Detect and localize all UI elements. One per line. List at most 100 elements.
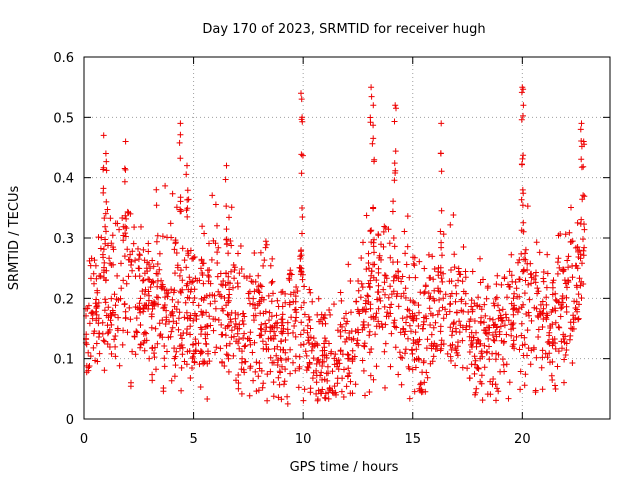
data-point (489, 332, 496, 338)
data-point (245, 290, 252, 297)
data-point (264, 397, 271, 404)
data-point (487, 391, 494, 398)
data-point (310, 355, 317, 362)
data-point (494, 385, 500, 392)
data-point (306, 340, 312, 346)
data-point (399, 355, 406, 361)
data-point (282, 366, 289, 373)
data-point (468, 329, 475, 336)
data-point (92, 357, 99, 364)
data-point (331, 355, 338, 362)
data-point (140, 277, 147, 283)
data-point (284, 400, 291, 407)
data-point (104, 322, 111, 329)
data-point (299, 205, 305, 211)
data-point (365, 250, 372, 257)
data-point (184, 348, 191, 355)
data-point (437, 323, 444, 330)
data-point (572, 244, 579, 251)
data-point (424, 374, 431, 381)
data-point (381, 272, 388, 279)
data-point (528, 347, 535, 354)
data-point (85, 349, 92, 356)
data-point (94, 287, 101, 294)
data-point (422, 288, 428, 295)
data-point (162, 294, 169, 301)
data-point (518, 320, 525, 327)
data-point (150, 263, 157, 270)
data-point (474, 336, 481, 343)
data-point (438, 275, 445, 282)
data-point (116, 226, 123, 233)
data-point (258, 321, 265, 328)
data-point (179, 245, 186, 252)
data-point (452, 362, 459, 369)
data-point (93, 340, 100, 347)
data-point (173, 250, 180, 256)
data-point (154, 261, 161, 267)
data-point (543, 301, 550, 308)
data-point (184, 294, 191, 301)
data-point (257, 310, 264, 317)
data-point (522, 246, 529, 253)
data-point (90, 270, 97, 277)
data-point (100, 164, 107, 171)
data-point (225, 250, 232, 257)
data-point (370, 376, 377, 383)
data-point (305, 337, 311, 344)
data-point (509, 321, 516, 328)
data-point (439, 304, 446, 311)
data-point (438, 341, 445, 348)
data-point (464, 365, 471, 372)
data-point (370, 313, 377, 320)
data-point (184, 196, 191, 203)
data-point (462, 268, 469, 275)
data-point (173, 348, 180, 355)
data-point (371, 249, 377, 256)
data-point (87, 353, 94, 360)
data-point (568, 204, 574, 211)
data-point (431, 340, 438, 347)
data-point (484, 283, 491, 290)
data-point (415, 323, 422, 329)
data-point (197, 384, 204, 390)
data-point (122, 230, 129, 237)
data-point (301, 283, 308, 290)
data-point (107, 310, 114, 317)
data-point (578, 295, 585, 301)
data-point (280, 328, 287, 335)
data-point (343, 310, 349, 317)
data-point (367, 277, 374, 284)
data-point (112, 343, 119, 350)
data-point (134, 304, 141, 311)
data-point (386, 304, 393, 311)
data-point (294, 288, 301, 294)
data-point (290, 298, 297, 305)
data-point (530, 346, 537, 353)
data-point (260, 345, 267, 352)
data-point (434, 346, 441, 352)
data-point (97, 245, 104, 252)
data-point (276, 368, 283, 375)
data-point (187, 323, 194, 330)
data-point (381, 279, 388, 286)
data-point (576, 275, 583, 282)
data-point (539, 347, 546, 354)
data-point (577, 251, 584, 258)
data-point (158, 285, 165, 292)
data-point (395, 371, 402, 378)
data-point (453, 309, 460, 316)
data-point (191, 358, 198, 365)
data-point (139, 288, 146, 295)
data-point (159, 317, 166, 324)
data-point (453, 290, 460, 297)
data-point (102, 296, 109, 303)
data-point (447, 324, 454, 331)
data-point (168, 286, 175, 293)
data-point (85, 367, 92, 374)
data-point (317, 388, 324, 395)
data-point (382, 340, 389, 347)
data-point (189, 365, 195, 371)
data-point (478, 348, 485, 355)
data-point (494, 272, 501, 279)
